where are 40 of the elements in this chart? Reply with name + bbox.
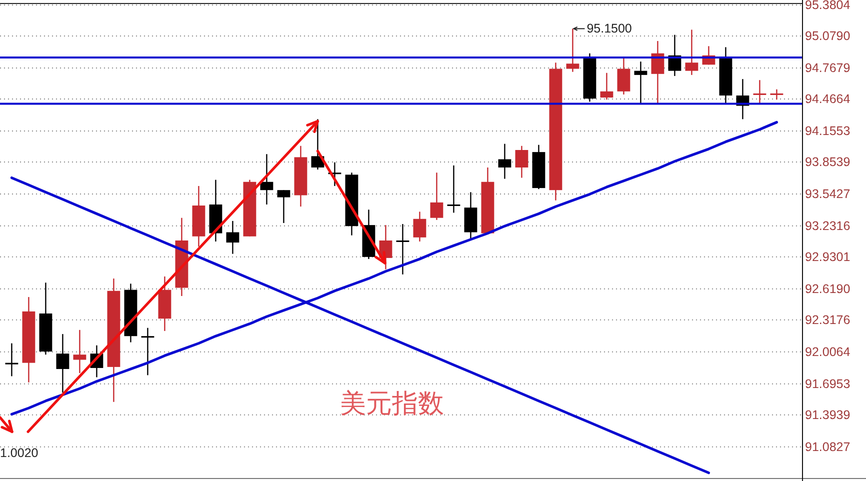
y-tick-label: 93.2316 xyxy=(805,218,850,233)
candlestick xyxy=(634,60,648,104)
y-tick-label: 92.0064 xyxy=(805,344,850,359)
y-tick-label: 91.6953 xyxy=(805,376,850,391)
candlestick xyxy=(396,223,410,276)
candlestick xyxy=(770,88,784,100)
y-tick-label: 95.3804 xyxy=(805,0,850,12)
candlestick xyxy=(753,79,766,104)
candlestick xyxy=(515,145,528,178)
annotation: 1.0020 xyxy=(0,446,38,460)
candlestick xyxy=(73,329,86,374)
candlestick xyxy=(600,72,614,100)
candlestick xyxy=(311,118,324,170)
y-tick-label: 92.3176 xyxy=(805,312,850,327)
candlestick xyxy=(566,28,580,72)
candlestick xyxy=(141,327,154,376)
candlestick xyxy=(56,333,70,394)
candlestick xyxy=(226,220,240,254)
candlestick xyxy=(260,154,274,206)
text: 美元指数 xyxy=(340,389,444,419)
y-tick-label: 94.4664 xyxy=(805,92,850,106)
y-tick-label: 93.8539 xyxy=(805,154,850,169)
y-tick-label: 92.9301 xyxy=(805,250,850,264)
candlestick xyxy=(277,190,290,224)
candlestick xyxy=(498,143,512,180)
y-tick-label: 93.5427 xyxy=(805,186,850,201)
y-tick-label: 91.3939 xyxy=(805,408,850,422)
y-tick-label: 91.0827 xyxy=(805,440,850,454)
annotation: 95.1500 xyxy=(586,22,632,36)
y-tick-label: 94.1553 xyxy=(805,124,850,138)
candlestick xyxy=(5,342,18,377)
candlestick xyxy=(685,29,698,76)
candlestick xyxy=(447,164,460,214)
candlestick xyxy=(617,56,630,96)
candlestick xyxy=(430,172,444,221)
y-tick-label: 94.7679 xyxy=(805,60,850,75)
candlestick xyxy=(413,211,426,242)
candlestick xyxy=(651,40,664,104)
y-tick-label: 95.0790 xyxy=(805,28,850,43)
y-tick-label: 92.6190 xyxy=(805,282,850,296)
